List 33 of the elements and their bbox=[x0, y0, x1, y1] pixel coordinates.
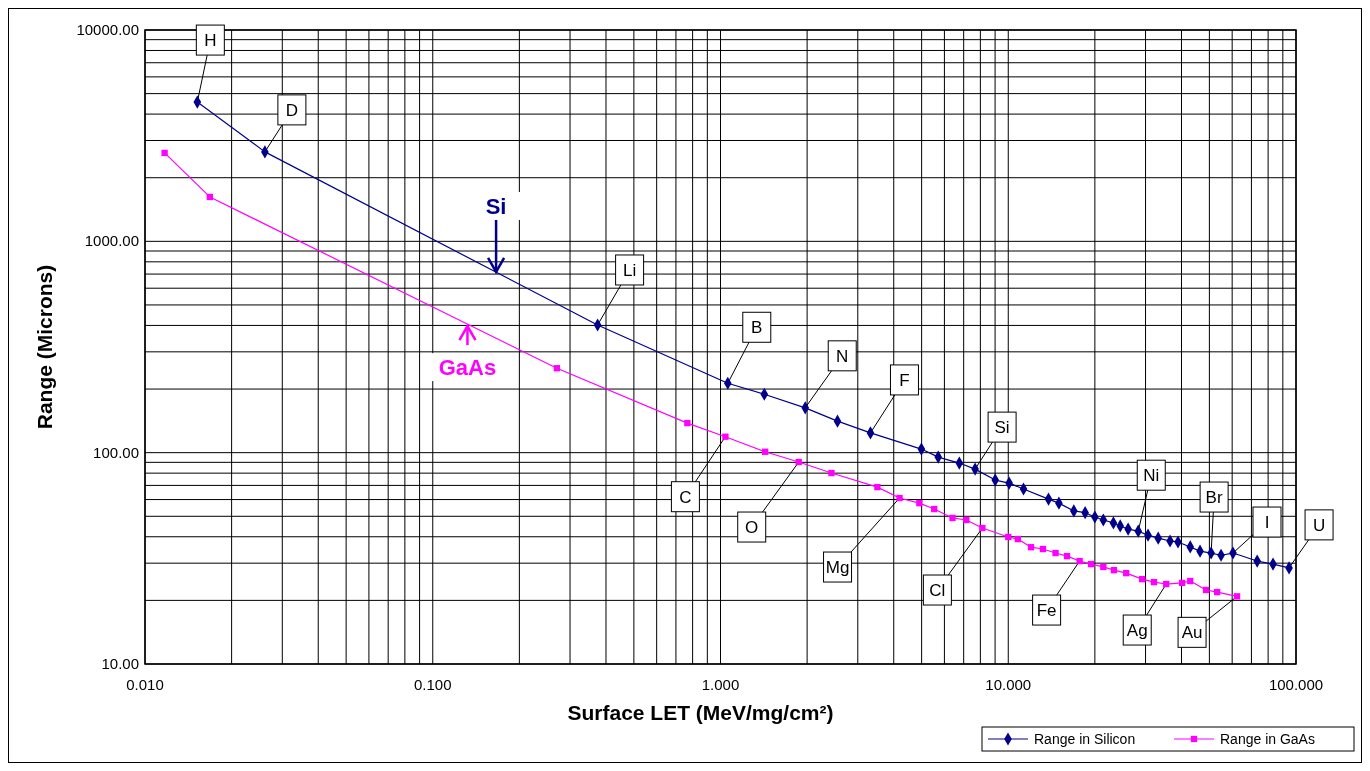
annotation: C bbox=[679, 487, 692, 507]
annotation: F bbox=[899, 370, 910, 390]
annotation: I bbox=[1264, 513, 1270, 533]
legend-label: Range in GaAs bbox=[1220, 731, 1315, 747]
legend-label: Range in Silicon bbox=[1034, 731, 1136, 747]
annotation: Ni bbox=[1143, 466, 1160, 486]
y-tick-label: 10000.00 bbox=[76, 21, 139, 38]
annotation: Si bbox=[485, 194, 507, 219]
annotation: Au bbox=[1181, 623, 1203, 643]
y-axis-title: Range (Microns) bbox=[33, 264, 56, 430]
annotation: H bbox=[204, 31, 217, 51]
x-tick-label: 0.010 bbox=[126, 676, 164, 693]
annotation: Si bbox=[994, 418, 1010, 438]
annotation: O bbox=[745, 518, 759, 538]
x-tick-label: 0.100 bbox=[413, 676, 452, 693]
annotation: Mg bbox=[825, 558, 850, 578]
x-tick-label: 10.000 bbox=[985, 676, 1032, 693]
annotation: Br bbox=[1205, 488, 1223, 508]
x-tick-label: 100.000 bbox=[1268, 676, 1324, 693]
y-tick-label: 1000.00 bbox=[84, 232, 139, 250]
x-axis-title: Surface LET (MeV/mg/cm²) bbox=[567, 701, 834, 724]
y-tick-label: 100.00 bbox=[93, 443, 139, 461]
x-tick-label: 1.000 bbox=[701, 676, 740, 693]
annotation: Cl bbox=[929, 581, 946, 601]
annotation: Li bbox=[622, 260, 637, 280]
annotation: GaAs bbox=[438, 355, 497, 381]
y-tick-label: 10.00 bbox=[101, 655, 139, 672]
annotation: N bbox=[836, 346, 849, 366]
annotation: Ag bbox=[1126, 621, 1148, 641]
annotation: U bbox=[1312, 515, 1326, 535]
annotation: B bbox=[751, 318, 763, 338]
annotation: Fe bbox=[1036, 601, 1057, 621]
annotation: D bbox=[285, 100, 299, 120]
